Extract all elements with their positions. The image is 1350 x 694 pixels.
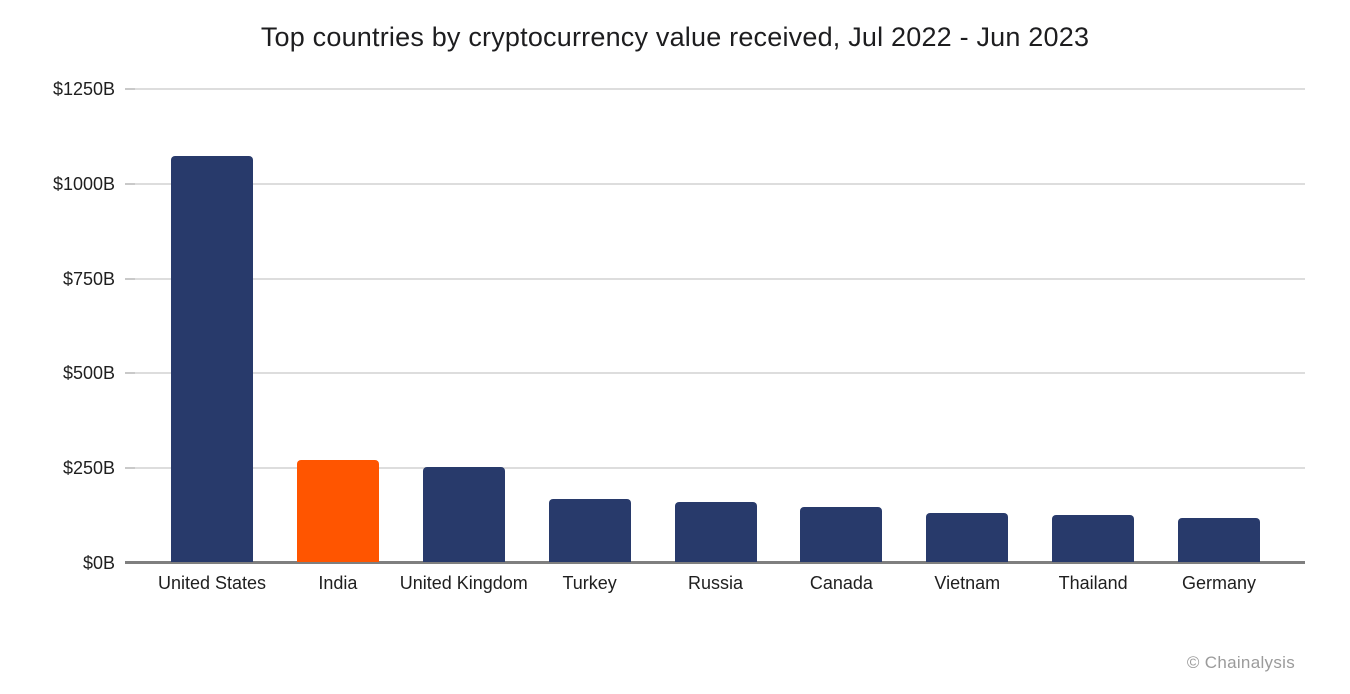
x-label-germany: Germany	[1181, 573, 1257, 593]
y-tick-label-250: $250B	[62, 458, 115, 479]
y-tick-label-1000: $1000B	[52, 173, 115, 194]
bar-vietnam	[926, 512, 1009, 562]
x-label-thailand: Thailand	[1058, 573, 1128, 593]
gridline-750	[125, 277, 1305, 280]
y-tick-mark	[125, 88, 135, 90]
chart-title: Top countries by cryptocurrency value re…	[260, 22, 1090, 52]
x-label-russia: Russia	[687, 573, 744, 593]
gridline-500	[125, 372, 1305, 375]
gridline-1000	[125, 182, 1305, 185]
y-tick-label-0: $0B	[82, 553, 115, 573]
y-tick-label-750: $750B	[62, 268, 115, 289]
x-label-united-states: United States	[157, 573, 267, 593]
bar-india	[296, 459, 379, 562]
x-label-vietnam: Vietnam	[934, 573, 1001, 593]
bar-united-kingdom	[422, 467, 505, 562]
y-tick-mark	[125, 182, 135, 185]
bar-russia	[674, 502, 757, 562]
x-axis-line	[125, 561, 1305, 564]
chainalysis-credit: © Chainalysis	[1186, 653, 1295, 672]
bar-thailand	[1052, 515, 1135, 562]
gridline-1250	[125, 88, 1305, 90]
bar-germany	[1178, 518, 1260, 562]
x-label-turkey: Turkey	[562, 573, 617, 593]
x-label-canada: Canada	[809, 573, 873, 593]
x-label-india: India	[318, 573, 358, 593]
bar-canada	[800, 507, 883, 562]
y-tick-label-500: $500B	[62, 363, 115, 384]
bar-turkey	[548, 499, 631, 562]
gridline-250	[125, 467, 1305, 470]
y-tick-label-1250: $1250B	[52, 79, 115, 99]
x-label-united-kingdom: United Kingdom	[399, 573, 528, 593]
plot-area	[125, 88, 1305, 564]
y-tick-mark	[125, 372, 135, 375]
bar-united-states	[171, 156, 253, 562]
y-tick-mark	[125, 467, 135, 470]
y-tick-mark	[125, 277, 135, 280]
